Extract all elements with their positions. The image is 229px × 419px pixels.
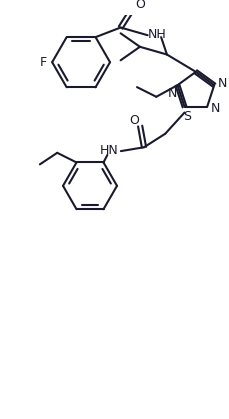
Text: O: O	[129, 114, 139, 127]
Text: O: O	[135, 0, 145, 11]
Text: S: S	[183, 110, 191, 123]
Text: N: N	[218, 77, 228, 90]
Text: HN: HN	[100, 144, 119, 157]
Text: N: N	[211, 102, 221, 115]
Text: NH: NH	[148, 28, 167, 41]
Text: N: N	[168, 88, 177, 101]
Text: F: F	[40, 56, 47, 69]
